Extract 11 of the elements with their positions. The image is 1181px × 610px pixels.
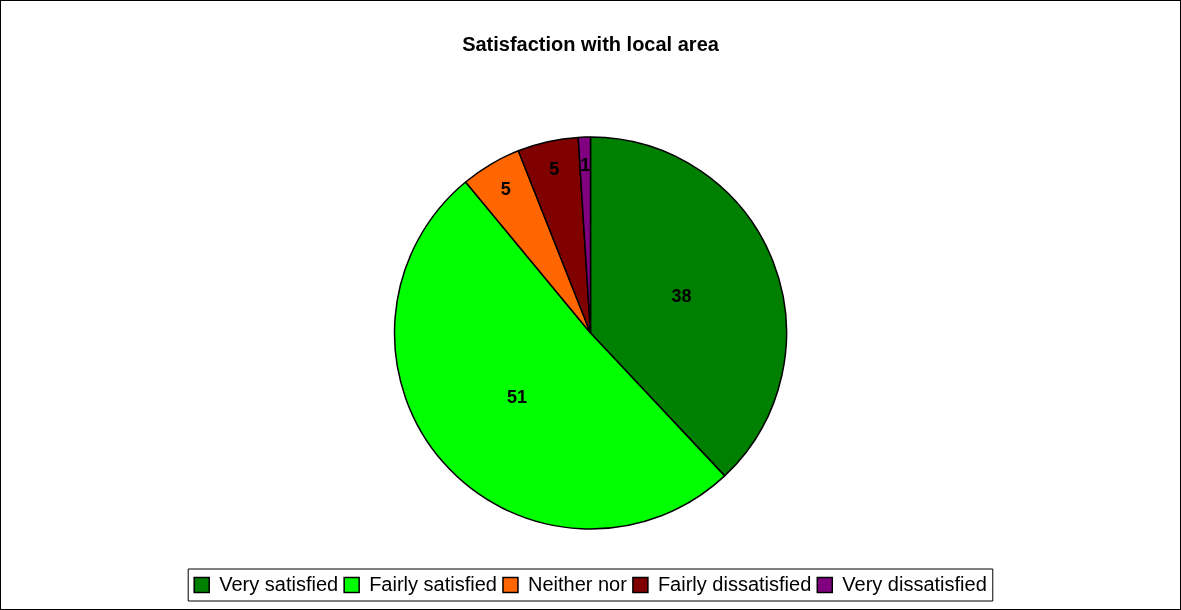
data-label: 51 — [506, 386, 527, 407]
legend-label: Very dissatisfied — [842, 572, 987, 595]
legend-label: Fairly satisfied — [369, 572, 497, 595]
legend-label: Very satisfied — [219, 572, 339, 595]
legend-label: Fairly dissatisfied — [657, 572, 812, 595]
legend-label: Neither nor — [527, 572, 628, 595]
data-label: 38 — [671, 285, 692, 306]
data-label: 5 — [500, 178, 511, 199]
chart-title: Satisfaction with local area — [462, 32, 720, 55]
data-label: 1 — [580, 155, 591, 176]
data-label: 5 — [549, 159, 560, 180]
